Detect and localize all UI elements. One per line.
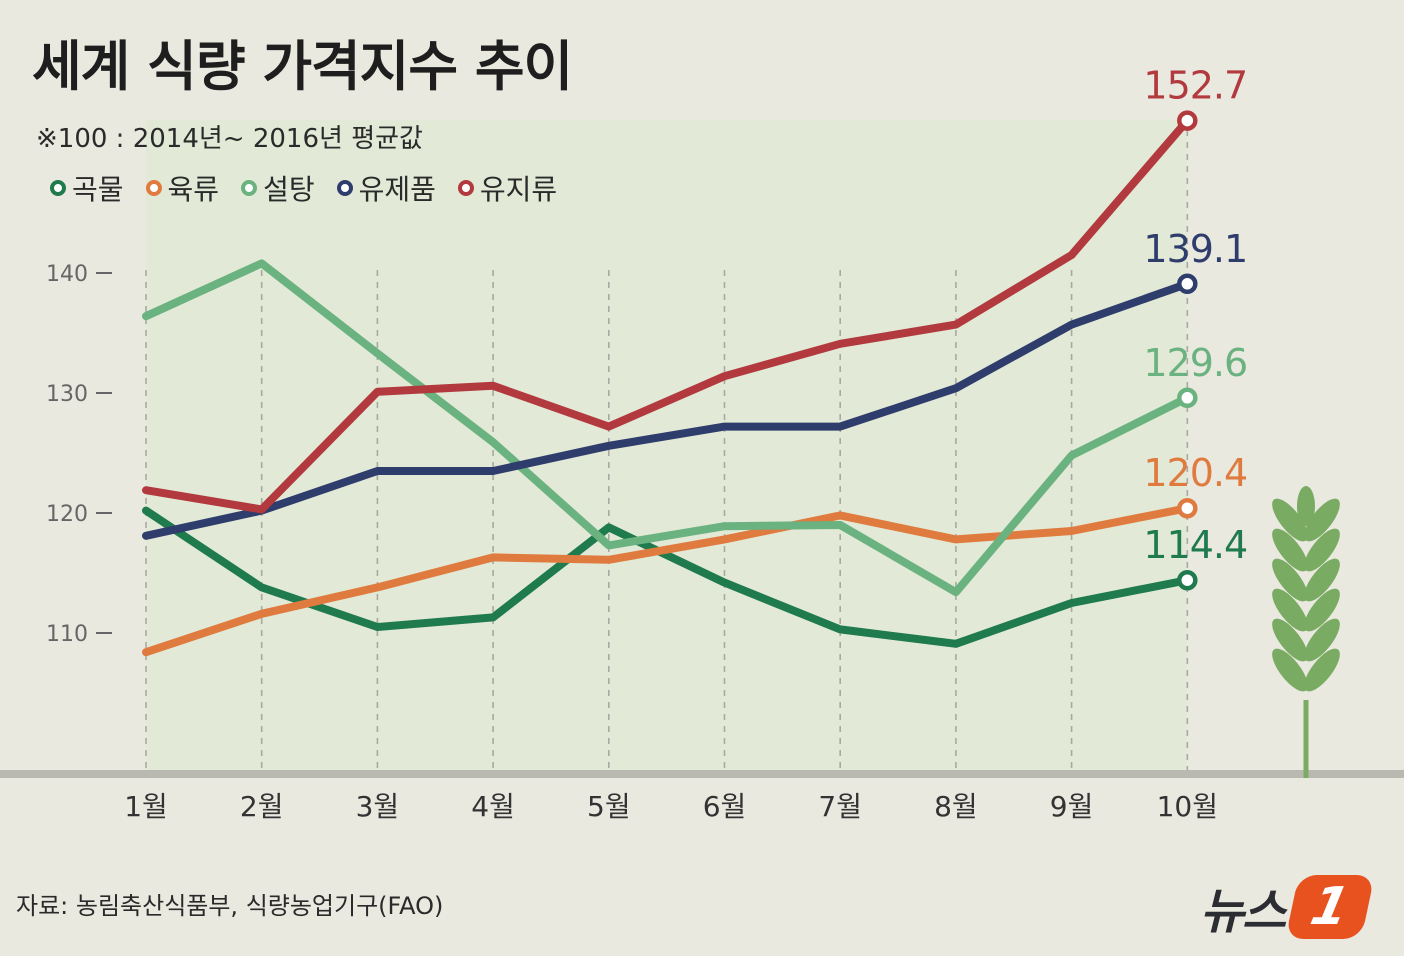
legend-item: 설탕	[241, 168, 315, 208]
plot-area-rect	[146, 120, 1188, 770]
gridlines	[145, 130, 1189, 770]
logo-text: 뉴스	[1200, 884, 1286, 940]
end-markers	[1177, 110, 1198, 591]
series-lines	[142, 116, 1192, 657]
plot-baseline	[0, 770, 1404, 778]
series-line-곡물	[142, 506, 1192, 648]
source-note: 자료: 농림축산식품부, 식량농업기구(FAO)	[16, 892, 444, 920]
x-tick-label: 3월	[356, 790, 400, 823]
end-marker	[1177, 110, 1198, 131]
news1-logo: 뉴스 1	[1200, 872, 1376, 942]
x-axis: 1월 2월 3월 4월 5월 6월 7월 8월 9월 10월	[124, 790, 1218, 823]
legend-label: 유지류	[479, 173, 558, 206]
wheat-grain	[1272, 618, 1308, 662]
x-tick-label: 10월	[1157, 790, 1218, 823]
baseline-band	[0, 770, 1404, 778]
legend-marker-icon	[336, 180, 353, 196]
y-tick-label: 130	[46, 382, 88, 407]
wheat-grain	[1304, 498, 1340, 542]
chart-subtitle: ※100 : 2014년~ 2016년 평균값	[36, 124, 423, 154]
logo-badge: 1	[1285, 875, 1376, 939]
legend-label: 유제품	[358, 173, 436, 206]
wheat-grain	[1297, 486, 1315, 526]
x-tick-label: 7월	[818, 790, 862, 823]
legend-item: 유제품	[336, 168, 436, 208]
wheat-grain	[1272, 558, 1308, 602]
x-tick-label: 5월	[587, 790, 631, 823]
legend-label: 설탕	[263, 173, 315, 206]
legend-item: 육류	[145, 168, 220, 208]
end-value-labels: 114.4 120.4 129.6 139.1 152.7	[1143, 64, 1248, 568]
chart-title: 세계 식량 가격지수 추이	[32, 35, 573, 98]
end-value-label: 129.6	[1143, 341, 1247, 385]
wheat-grain	[1304, 558, 1340, 602]
series-line-유제품	[142, 279, 1192, 540]
wheat-grain	[1272, 528, 1308, 572]
wheat-grain	[1304, 528, 1340, 572]
end-value-label: 120.4	[1143, 451, 1247, 495]
legend-label: 육류	[167, 173, 220, 206]
y-tick-label: 110	[46, 622, 88, 647]
end-value-label: 152.7	[1143, 64, 1247, 108]
end-value-label: 139.1	[1143, 227, 1247, 271]
x-tick-label: 4월	[471, 790, 515, 823]
end-marker	[1177, 273, 1198, 295]
end-marker	[1177, 569, 1198, 591]
legend-marker-icon	[241, 180, 258, 196]
x-tick-label: 9월	[1050, 790, 1094, 823]
end-marker	[1177, 387, 1198, 409]
legend-label: 곡물	[72, 173, 124, 206]
legend: 곡물 육류 설탕 유제품 유지류	[50, 168, 557, 208]
x-tick-label: 6월	[703, 790, 747, 823]
wheat-icon	[1272, 486, 1340, 778]
plot-area-fill	[146, 120, 1188, 770]
wheat-grain	[1304, 618, 1340, 662]
wheat-grain	[1272, 588, 1308, 632]
legend-item: 곡물	[50, 168, 124, 208]
legend-marker-icon	[457, 180, 474, 196]
series-line-설탕	[142, 259, 1192, 597]
x-tick-label: 2월	[240, 790, 284, 823]
y-tick-label: 140	[46, 262, 88, 287]
wheat-grain	[1304, 648, 1340, 692]
legend-item: 유지류	[457, 168, 558, 208]
end-marker	[1177, 497, 1198, 519]
wheat-grain	[1272, 498, 1308, 542]
wheat-grain	[1304, 588, 1340, 632]
legend-marker-icon	[50, 180, 66, 196]
wheat-grain	[1272, 648, 1308, 692]
y-axis: 110 120 130 140	[46, 262, 112, 647]
end-value-label: 114.4	[1143, 523, 1247, 567]
x-tick-label: 8월	[934, 790, 978, 823]
legend-marker-icon	[145, 180, 162, 196]
x-tick-label: 1월	[124, 790, 168, 823]
series-line-유지류	[142, 116, 1192, 514]
series-line-육류	[142, 504, 1192, 657]
y-tick-label: 120	[46, 502, 88, 527]
